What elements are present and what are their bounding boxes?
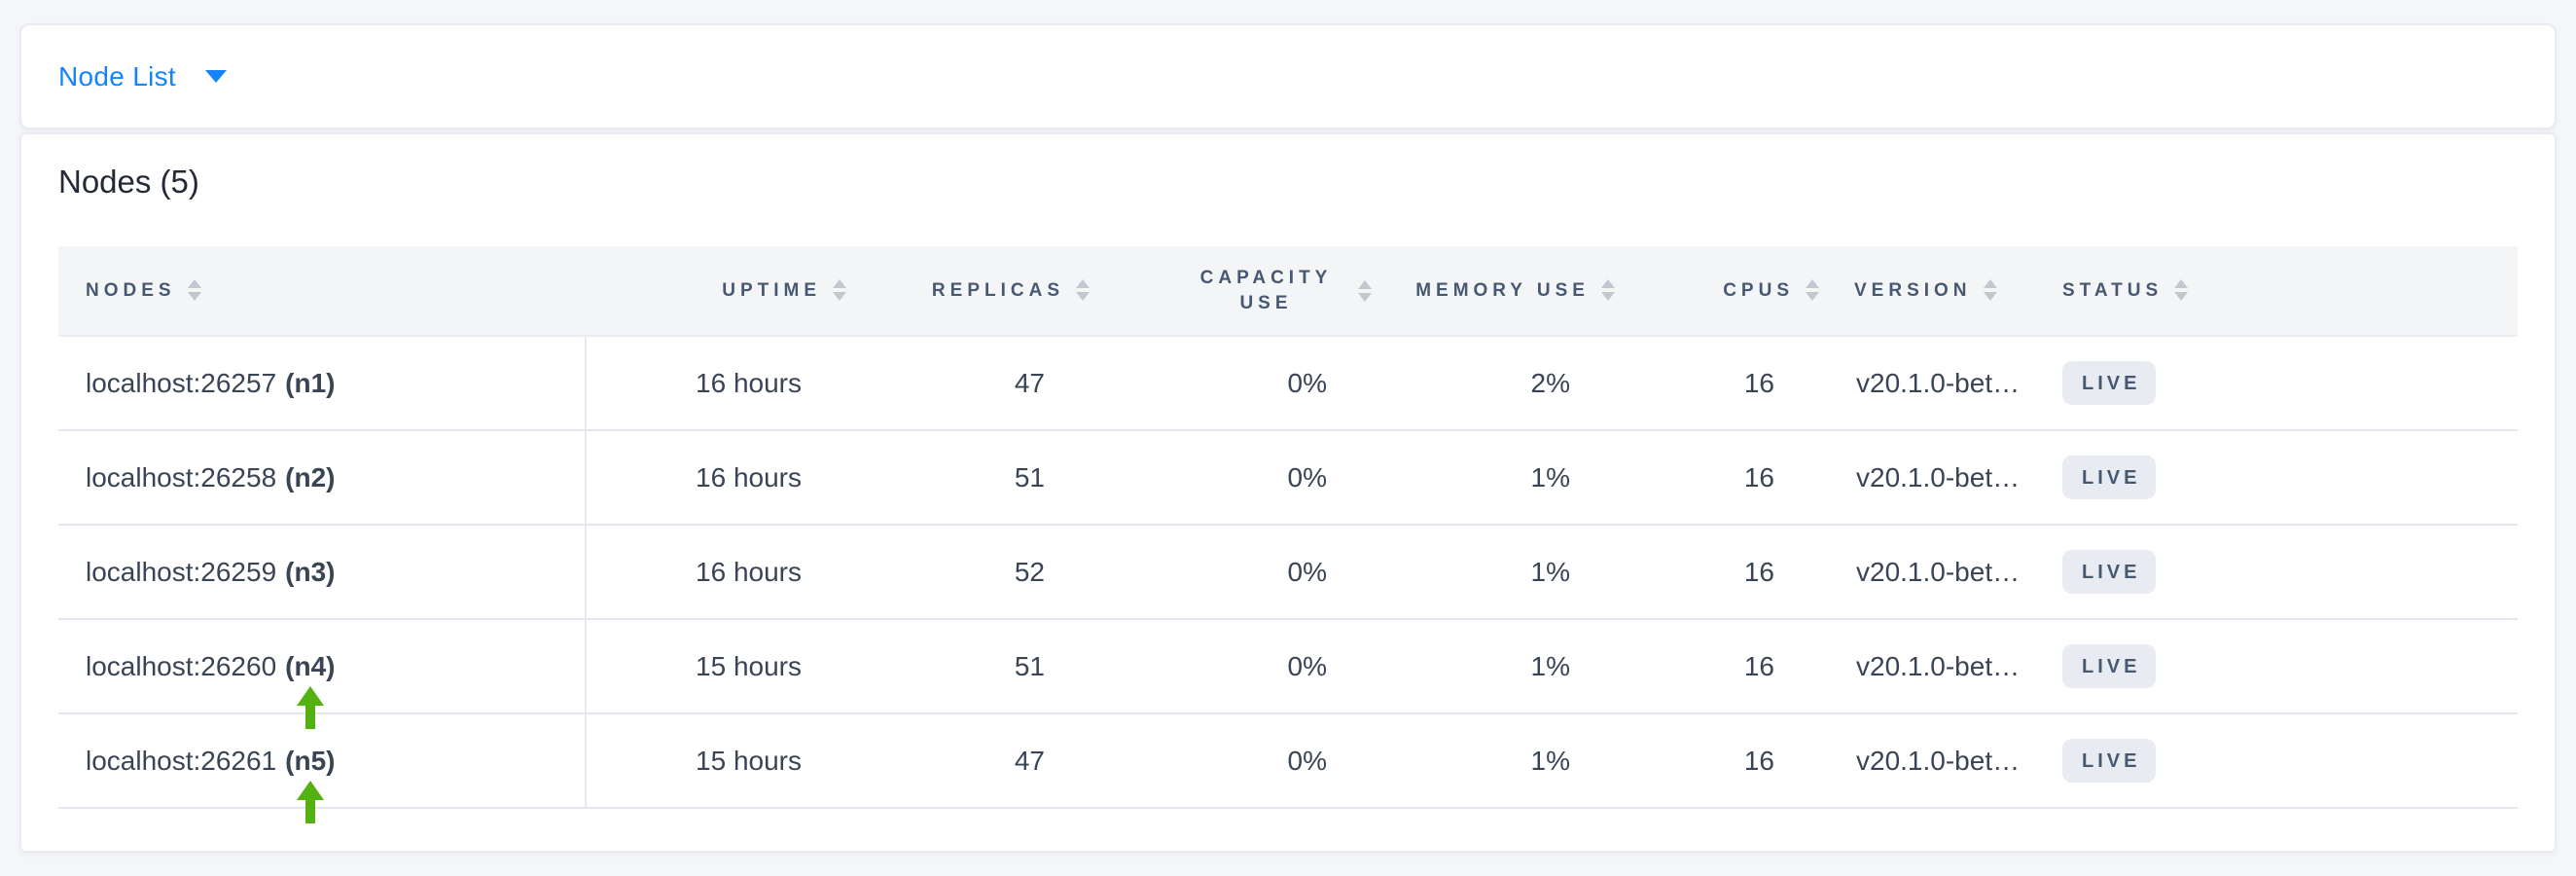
memory-use-cell: 1% bbox=[1372, 430, 1615, 526]
node-list-dropdown[interactable]: Node List bbox=[58, 61, 227, 92]
column-header-memory-use[interactable]: MEMORY USE bbox=[1372, 246, 1615, 337]
status-badge: LIVE bbox=[2062, 739, 2157, 783]
version-cell: v20.1.0-bet… bbox=[1819, 430, 2039, 526]
column-header-replicas[interactable]: REPLICAS bbox=[846, 246, 1090, 337]
node-id: (n3) bbox=[285, 556, 336, 587]
annotation-arrow-n5 bbox=[297, 781, 324, 823]
nodes-cell: localhost:26259 (n3) bbox=[58, 525, 587, 620]
node-table-body: localhost:26257 (n1) 16 hours 47 0% 2% 16… bbox=[58, 336, 2518, 809]
replicas-cell: 51 bbox=[846, 430, 1090, 526]
status-cell: LIVE bbox=[2039, 713, 2518, 809]
node-address: localhost:26259 bbox=[86, 556, 277, 587]
status-badge: LIVE bbox=[2062, 550, 2157, 594]
cpus-cell: 16 bbox=[1615, 619, 1819, 714]
sort-icon[interactable] bbox=[833, 279, 846, 302]
memory-use-cell: 1% bbox=[1372, 619, 1615, 714]
status-cell: LIVE bbox=[2039, 525, 2518, 620]
column-header-status[interactable]: STATUS bbox=[2039, 246, 2518, 337]
sort-icon[interactable] bbox=[1806, 279, 1819, 302]
column-header-uptime[interactable]: UPTIME bbox=[586, 246, 846, 337]
status-badge: LIVE bbox=[2062, 456, 2157, 499]
top-bar: Node List bbox=[19, 23, 2557, 129]
table-row: localhost:26257 (n1) 16 hours 47 0% 2% 16… bbox=[58, 336, 2518, 431]
replicas-cell: 51 bbox=[846, 619, 1090, 714]
capacity-use-cell: 0% bbox=[1090, 525, 1372, 620]
capacity-use-cell: 0% bbox=[1090, 619, 1372, 714]
status-cell: LIVE bbox=[2039, 619, 2518, 714]
uptime-cell: 15 hours bbox=[586, 619, 846, 714]
column-header-capacity-use[interactable]: CAPACITY USE bbox=[1090, 246, 1372, 337]
nodes-cell: localhost:26257 (n1) bbox=[58, 336, 587, 431]
cpus-cell: 16 bbox=[1615, 713, 1819, 809]
column-header-cpus[interactable]: CPUS bbox=[1615, 246, 1819, 337]
nodes-cell: localhost:26261 (n5) bbox=[58, 713, 587, 809]
table-row: localhost:26261 (n5) 15 hours 47 0% 1% 16… bbox=[58, 713, 2518, 809]
capacity-use-cell: 0% bbox=[1090, 336, 1372, 431]
memory-use-cell: 2% bbox=[1372, 336, 1615, 431]
memory-use-cell: 1% bbox=[1372, 713, 1615, 809]
node-address: localhost:26260 bbox=[86, 650, 277, 681]
annotation-arrow-n4 bbox=[297, 686, 324, 729]
status-badge: LIVE bbox=[2062, 361, 2157, 405]
node-id: (n4) bbox=[285, 650, 336, 681]
sort-icon[interactable] bbox=[1983, 279, 1997, 302]
sort-icon[interactable] bbox=[1076, 279, 1090, 302]
sort-icon[interactable] bbox=[2174, 279, 2189, 302]
table-row: localhost:26258 (n2) 16 hours 51 0% 1% 16… bbox=[58, 430, 2518, 526]
replicas-cell: 47 bbox=[846, 336, 1090, 431]
replicas-cell: 47 bbox=[846, 713, 1090, 809]
nodes-cell: localhost:26258 (n2) bbox=[58, 430, 587, 526]
version-cell: v20.1.0-bet… bbox=[1819, 525, 2039, 620]
sort-icon[interactable] bbox=[187, 279, 201, 302]
uptime-cell: 16 hours bbox=[586, 525, 846, 620]
uptime-cell: 16 hours bbox=[586, 336, 846, 431]
status-cell: LIVE bbox=[2039, 336, 2518, 431]
cpus-cell: 16 bbox=[1615, 525, 1819, 620]
table-row: localhost:26260 (n4) 15 hours 51 0% 1% 16… bbox=[58, 619, 2518, 714]
node-address: localhost:26261 bbox=[86, 745, 277, 776]
node-address: localhost:26258 bbox=[86, 461, 277, 493]
node-table-wrap: NODES UPTIME REPLICAS CAPACITY USE MEMOR… bbox=[58, 246, 2518, 823]
uptime-cell: 15 hours bbox=[586, 713, 846, 809]
cpus-cell: 16 bbox=[1615, 430, 1819, 526]
capacity-use-cell: 0% bbox=[1090, 430, 1372, 526]
nodes-panel: Nodes (5) NODES UPTIME REPLICAS bbox=[19, 132, 2557, 853]
table-row: localhost:26259 (n3) 16 hours 52 0% 1% 16… bbox=[58, 525, 2518, 620]
nodes-cell: localhost:26260 (n4) bbox=[58, 619, 587, 714]
capacity-use-cell: 0% bbox=[1090, 713, 1372, 809]
page-title: Nodes (5) bbox=[58, 164, 199, 200]
memory-use-cell: 1% bbox=[1372, 525, 1615, 620]
status-badge: LIVE bbox=[2062, 644, 2157, 688]
version-cell: v20.1.0-bet… bbox=[1819, 713, 2039, 809]
table-header-row: NODES UPTIME REPLICAS CAPACITY USE MEMOR… bbox=[58, 246, 2518, 337]
uptime-cell: 16 hours bbox=[586, 430, 846, 526]
column-header-version[interactable]: VERSION bbox=[1819, 246, 2039, 337]
node-id: (n5) bbox=[285, 745, 336, 776]
column-header-nodes[interactable]: NODES bbox=[58, 246, 586, 337]
cpus-cell: 16 bbox=[1615, 336, 1819, 431]
version-cell: v20.1.0-bet… bbox=[1819, 619, 2039, 714]
sort-icon[interactable] bbox=[1601, 279, 1615, 302]
status-cell: LIVE bbox=[2039, 430, 2518, 526]
node-list-dropdown-label: Node List bbox=[58, 60, 176, 91]
node-table: NODES UPTIME REPLICAS CAPACITY USE MEMOR… bbox=[58, 246, 2518, 809]
version-cell: v20.1.0-bet… bbox=[1819, 336, 2039, 431]
node-id: (n1) bbox=[285, 367, 336, 398]
node-address: localhost:26257 bbox=[86, 367, 277, 398]
node-id: (n2) bbox=[285, 461, 336, 493]
caret-down-icon bbox=[205, 70, 227, 83]
sort-icon[interactable] bbox=[1358, 279, 1372, 302]
replicas-cell: 52 bbox=[846, 525, 1090, 620]
